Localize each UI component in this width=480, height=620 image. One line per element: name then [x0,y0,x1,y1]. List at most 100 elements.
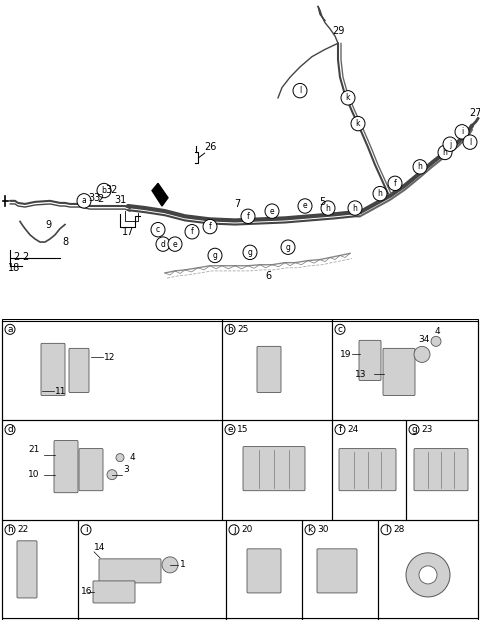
Text: h: h [443,148,447,157]
Text: f: f [394,179,396,188]
Text: i: i [84,525,87,534]
FancyBboxPatch shape [339,449,396,490]
Text: 25: 25 [237,325,248,334]
FancyBboxPatch shape [99,559,161,583]
Circle shape [414,347,430,363]
Circle shape [5,525,15,535]
Circle shape [225,324,235,334]
Text: 4: 4 [435,327,441,336]
FancyBboxPatch shape [243,446,305,490]
Circle shape [373,187,387,201]
Text: 11: 11 [55,387,67,396]
Bar [378,520,478,620]
Text: k: k [307,525,312,534]
Text: g: g [248,248,252,257]
Circle shape [97,184,111,198]
Text: 7: 7 [234,199,240,209]
Bar [332,319,478,420]
Text: e: e [227,425,233,434]
Circle shape [5,425,15,435]
Text: e: e [270,206,274,216]
Text: k: k [346,94,350,102]
Text: k: k [356,119,360,128]
Text: 34: 34 [418,335,430,344]
Circle shape [77,193,91,208]
FancyBboxPatch shape [414,449,468,490]
Circle shape [116,454,124,462]
Text: 20: 20 [241,525,252,534]
Text: 8: 8 [62,237,68,247]
Circle shape [156,237,170,251]
Circle shape [388,176,402,190]
Bar [78,520,226,620]
Text: 4: 4 [130,453,136,462]
Circle shape [443,137,457,151]
Circle shape [185,224,199,239]
Text: 19: 19 [340,350,351,359]
Text: a: a [82,197,86,205]
Circle shape [265,204,279,218]
Circle shape [406,553,450,597]
Text: l: l [384,525,387,534]
Text: h: h [7,525,13,534]
Circle shape [463,135,477,149]
Circle shape [5,324,15,334]
FancyBboxPatch shape [17,541,37,598]
Bar [2,520,78,620]
Circle shape [162,557,178,573]
Text: 32: 32 [106,185,118,195]
Bar [222,420,332,520]
Text: g: g [411,425,417,434]
Text: c: c [156,225,160,234]
FancyBboxPatch shape [79,449,103,490]
Text: 17: 17 [122,227,134,237]
Circle shape [455,125,469,139]
Text: d: d [7,425,13,434]
Circle shape [335,324,345,334]
Text: 13: 13 [355,370,367,379]
Bar [332,420,406,520]
Text: 23: 23 [421,425,432,434]
Circle shape [381,525,391,535]
Text: 5: 5 [319,197,325,207]
Text: f: f [247,212,250,221]
Text: 18: 18 [8,263,20,273]
Circle shape [305,525,315,535]
Circle shape [229,525,239,535]
Circle shape [107,470,117,480]
FancyBboxPatch shape [93,581,135,603]
Text: h: h [418,162,422,171]
Circle shape [225,425,235,435]
Text: 27: 27 [470,108,480,118]
Text: 33: 33 [88,193,100,203]
FancyBboxPatch shape [383,348,415,396]
Text: b: b [102,186,107,195]
Text: h: h [353,203,358,213]
FancyBboxPatch shape [69,348,89,392]
Text: e: e [173,239,177,249]
FancyBboxPatch shape [317,549,357,593]
Bar [302,520,378,620]
Text: l: l [299,86,301,95]
Circle shape [281,240,295,254]
Text: 14: 14 [94,543,106,552]
Text: 10: 10 [28,470,39,479]
Circle shape [298,199,312,213]
Bar [2,319,222,420]
Circle shape [293,84,307,98]
Text: g: g [213,251,217,260]
Text: g: g [286,242,290,252]
Text: 26: 26 [204,142,216,153]
Text: c: c [337,325,343,334]
Text: h: h [378,189,383,198]
Text: 31: 31 [114,195,126,205]
FancyBboxPatch shape [41,343,65,396]
Text: l: l [469,138,471,147]
Circle shape [438,145,452,160]
Circle shape [168,237,182,251]
Text: 6: 6 [265,271,271,281]
FancyBboxPatch shape [54,441,78,493]
Circle shape [203,219,217,234]
FancyBboxPatch shape [257,347,281,392]
Circle shape [81,525,91,535]
